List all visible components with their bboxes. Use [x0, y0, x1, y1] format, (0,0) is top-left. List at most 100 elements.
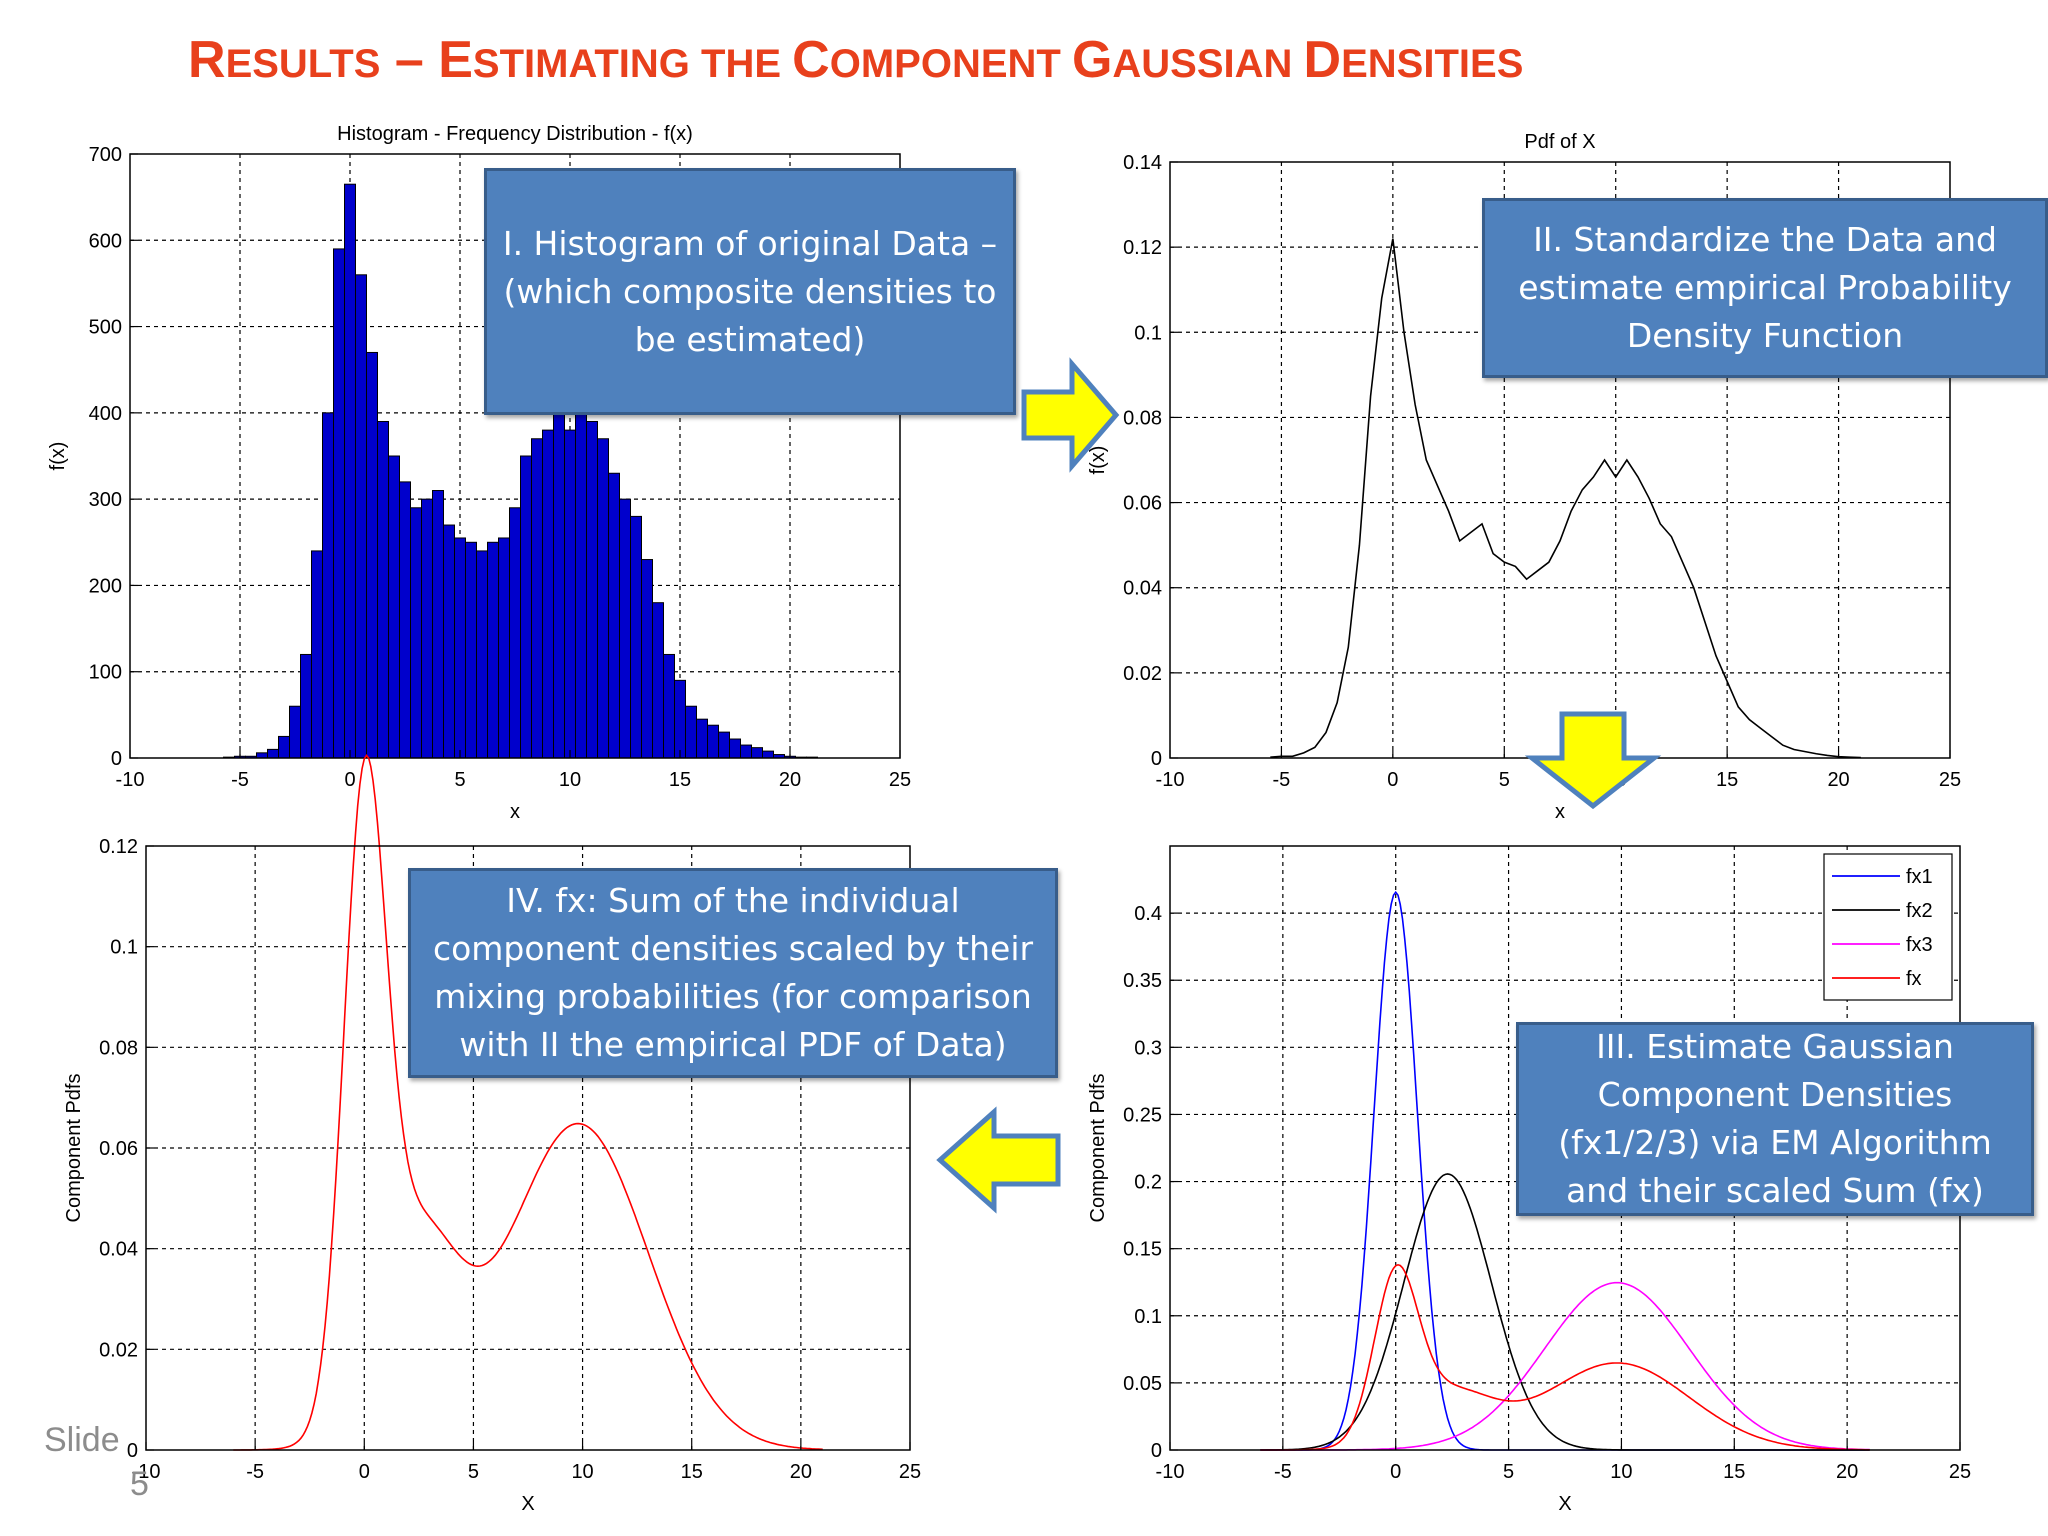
y-axis-label: Component Pdfs	[63, 1074, 85, 1223]
title-part: E	[438, 31, 473, 89]
x-tick-label: 15	[681, 1461, 703, 1483]
y-tick-label: 0.12	[1123, 237, 1162, 259]
histogram-bar	[344, 183, 356, 759]
y-tick-label: 0.4	[1134, 903, 1162, 925]
pdf-line	[1270, 238, 1861, 759]
histogram-bar	[674, 679, 686, 759]
histogram-bar	[751, 747, 763, 759]
histogram-bar	[652, 602, 664, 759]
y-tick-label: 0.1	[110, 937, 138, 959]
histogram-bar	[432, 490, 444, 759]
histogram-bar	[586, 420, 598, 759]
histogram-bar	[278, 735, 290, 759]
legend-label-fx1: fx1	[1906, 866, 1933, 888]
x-tick-label: 10	[559, 769, 581, 791]
histogram-bar	[476, 550, 488, 759]
histogram-bar	[421, 498, 433, 759]
histogram-bar	[454, 537, 466, 759]
title-part: ESULTS	[225, 42, 381, 86]
x-tick-label: -5	[1273, 769, 1291, 791]
callout-histogram: I. Histogram of original Data – (which c…	[484, 168, 1016, 415]
series-line-fx	[1260, 1263, 1870, 1451]
y-tick-label: 0	[1151, 748, 1162, 770]
y-tick-label: 0.02	[1123, 663, 1162, 685]
slide-label-text: Slide	[44, 1421, 120, 1459]
histogram-bar	[542, 429, 554, 759]
histogram-bar	[322, 412, 334, 759]
x-axis-label: x	[510, 801, 520, 823]
x-axis-label: x	[1555, 801, 1565, 823]
arrow-down-icon	[1524, 711, 1662, 810]
histogram-bar	[333, 248, 345, 759]
y-tick-label: 500	[89, 317, 122, 339]
chart-title: Pdf of X	[1524, 131, 1595, 153]
x-tick-label: 20	[790, 1461, 812, 1483]
x-tick-label: 0	[344, 769, 355, 791]
y-tick-label: 0.05	[1123, 1373, 1162, 1395]
x-tick-label: -10	[1156, 1461, 1185, 1483]
x-tick-label: 25	[1949, 1461, 1971, 1483]
histogram-bar	[575, 403, 587, 759]
histogram-bar	[608, 472, 620, 759]
histogram-bar	[696, 718, 708, 759]
x-tick-label: 20	[1827, 769, 1849, 791]
x-axis-label: X	[1558, 1493, 1571, 1515]
histogram-bar	[443, 524, 455, 759]
legend-label-fx: fx	[1906, 968, 1922, 990]
y-tick-label: 0	[111, 748, 122, 770]
y-tick-label: 0.08	[1123, 407, 1162, 429]
x-tick-label: 5	[1499, 769, 1510, 791]
y-tick-label: 0.02	[99, 1339, 138, 1361]
histogram-bar	[531, 438, 543, 759]
legend-box	[1823, 853, 1953, 1001]
y-tick-label: 0.25	[1123, 1104, 1162, 1126]
histogram-bar	[366, 351, 378, 759]
x-tick-label: 10	[1610, 1461, 1632, 1483]
histogram-bar	[553, 408, 565, 759]
y-tick-label: 0.1	[1134, 1306, 1162, 1328]
plot-frame	[129, 153, 901, 759]
y-tick-label: 0.04	[99, 1239, 138, 1261]
histogram-bar	[498, 537, 510, 759]
y-axis-label: Component Pdfs	[1087, 1074, 1109, 1223]
x-tick-label: -10	[1156, 769, 1185, 791]
x-tick-label: -5	[246, 1461, 264, 1483]
y-tick-label: 0.15	[1123, 1239, 1162, 1261]
histogram-bar	[630, 515, 642, 759]
y-tick-label: 600	[89, 230, 122, 252]
histogram-bar	[487, 541, 499, 759]
y-axis-label: f(x)	[47, 442, 69, 471]
title-part: ENSITIES	[1341, 42, 1524, 86]
histogram-bar	[410, 507, 422, 759]
x-tick-label: 25	[899, 1461, 921, 1483]
histogram-bar	[311, 550, 323, 759]
x-tick-label: 0	[1390, 1461, 1401, 1483]
histogram-bar	[267, 748, 279, 759]
title-part: D	[1303, 31, 1342, 89]
histogram-bar	[762, 750, 774, 759]
histogram-bar	[300, 653, 312, 759]
histogram-bar	[520, 455, 532, 759]
title-part: G	[1071, 31, 1113, 89]
histogram-bar	[289, 705, 301, 759]
x-tick-label: 5	[454, 769, 465, 791]
x-tick-label: -10	[116, 769, 145, 791]
callout-em-estimate: III. Estimate Gaussian Component Densiti…	[1516, 1022, 2034, 1216]
histogram-bar	[355, 274, 367, 759]
y-tick-label: 0.08	[99, 1037, 138, 1059]
callout-scaled-sum: IV. fx: Sum of the individual component …	[408, 868, 1058, 1078]
histogram-bar	[597, 438, 609, 759]
y-tick-label: 400	[89, 403, 122, 425]
title-part: C	[792, 31, 830, 89]
y-tick-label: 0	[1151, 1440, 1162, 1462]
histogram-bar	[377, 420, 389, 759]
x-tick-label: 20	[1836, 1461, 1858, 1483]
arrow-left-icon	[936, 1106, 1061, 1214]
x-tick-label: -10	[132, 1461, 161, 1483]
y-tick-label: 0.06	[1123, 493, 1162, 515]
histogram-bar	[685, 705, 697, 759]
callout-standardize: II. Standardize the Data and estimate em…	[1482, 198, 2048, 378]
y-tick-label: 0.06	[99, 1138, 138, 1160]
y-tick-label: 0	[127, 1440, 138, 1462]
chart-title: Histogram - Frequency Distribution - f(x…	[337, 123, 693, 145]
